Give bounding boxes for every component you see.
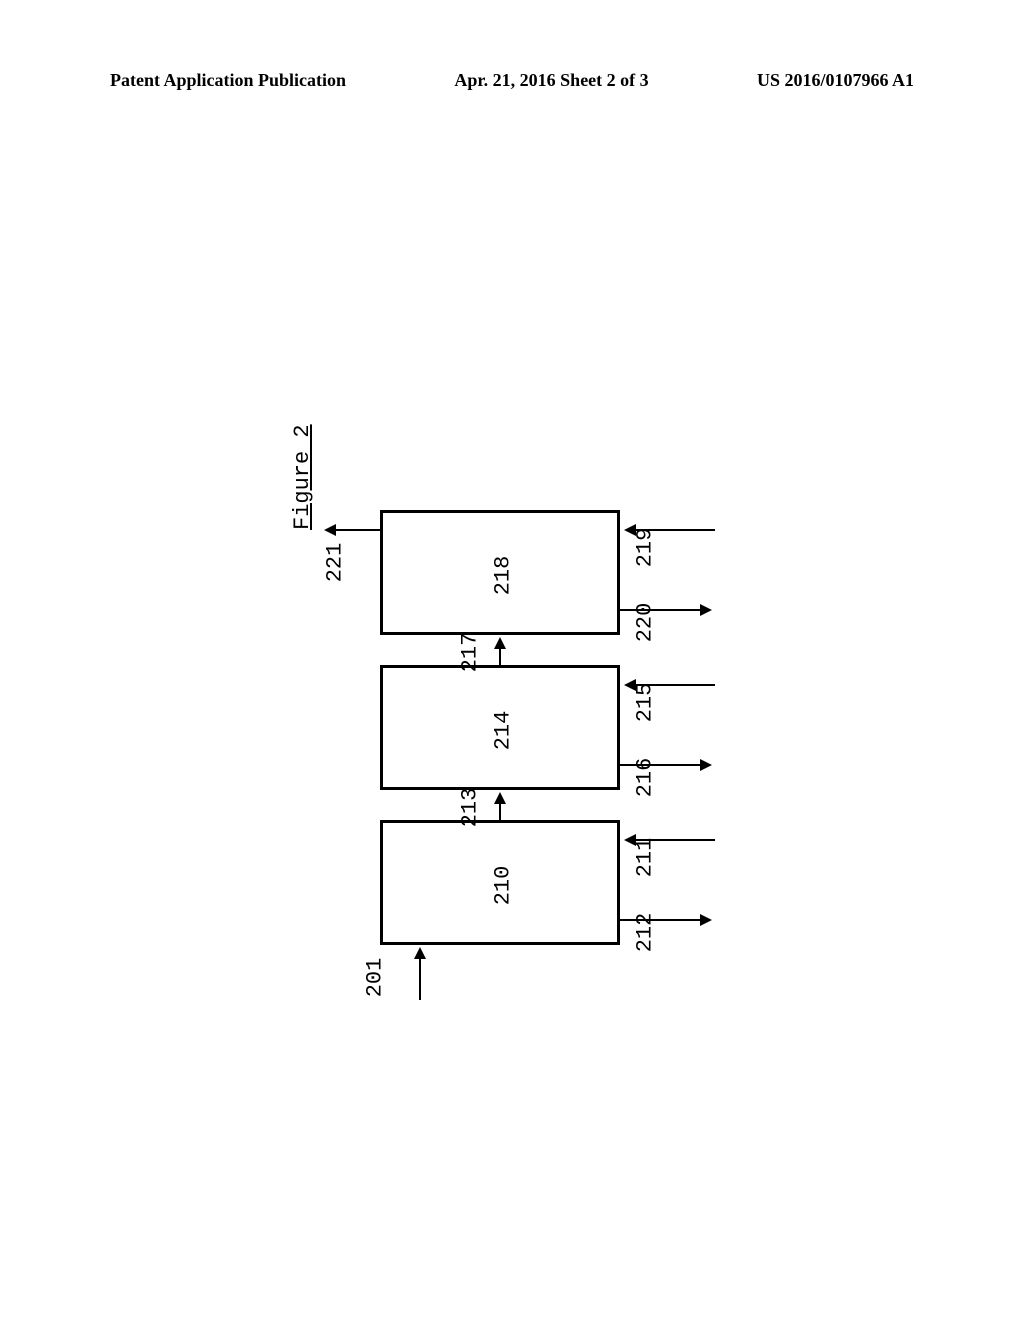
box-218-label: 218 — [490, 556, 515, 596]
box-218: 218 — [380, 510, 620, 635]
figure-title: Figure 2 — [290, 424, 315, 530]
label-211: 211 — [632, 838, 657, 878]
header-center: Apr. 21, 2016 Sheet 2 of 3 — [454, 70, 648, 91]
label-213: 213 — [457, 788, 482, 828]
label-217: 217 — [457, 633, 482, 673]
header-left: Patent Application Publication — [110, 70, 346, 91]
label-215: 215 — [632, 683, 657, 723]
arrow-217 — [490, 635, 520, 665]
label-201: 201 — [362, 958, 387, 998]
figure-diagram: Figure 2 218 214 210 217 213 201 221 — [280, 460, 780, 920]
label-216: 216 — [632, 758, 657, 798]
box-214-label: 214 — [490, 711, 515, 751]
label-212: 212 — [632, 913, 657, 953]
box-210: 210 — [380, 820, 620, 945]
label-220: 220 — [632, 603, 657, 643]
header-right: US 2016/0107966 A1 — [757, 70, 914, 91]
box-210-label: 210 — [490, 866, 515, 906]
patent-header: Patent Application Publication Apr. 21, … — [0, 70, 1024, 91]
label-219: 219 — [632, 528, 657, 568]
arrow-201 — [410, 945, 440, 1005]
label-221: 221 — [322, 543, 347, 583]
arrow-213 — [490, 790, 520, 820]
box-214: 214 — [380, 665, 620, 790]
